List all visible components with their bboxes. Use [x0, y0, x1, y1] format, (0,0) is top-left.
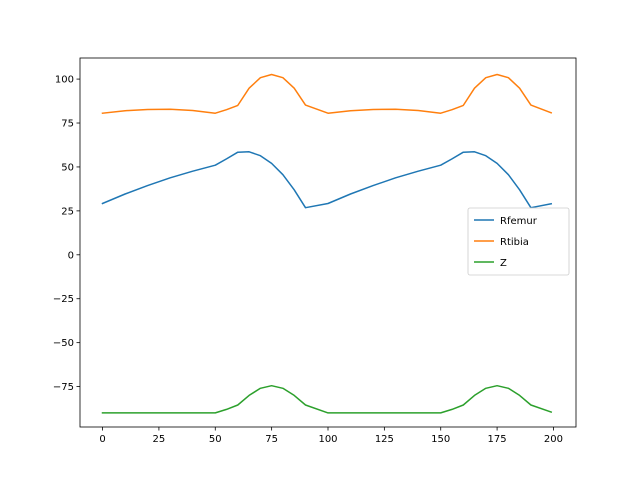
x-tick-label: 0	[99, 434, 105, 445]
x-tick-label: 175	[488, 434, 507, 445]
x-tick-label: 200	[544, 434, 563, 445]
x-tick-label: 25	[153, 434, 166, 445]
y-tick-label: 25	[61, 206, 74, 217]
x-tick-label: 50	[209, 434, 222, 445]
legend-label-rtibia: Rtibia	[500, 237, 529, 248]
x-axis: 0 25 50 75 100 125 150 175 200	[99, 427, 563, 445]
y-tick-label: −75	[53, 382, 74, 393]
y-tick-label: 100	[55, 75, 74, 86]
y-tick-label: −25	[53, 294, 74, 305]
x-tick-label: 125	[375, 434, 394, 445]
legend: Rfemur Rtibia Z	[467, 207, 570, 276]
series-line-rfemur	[101, 151, 553, 209]
series-line-z	[101, 384, 553, 414]
y-axis: −75 −50 −25 0 25 50 75 100	[53, 75, 80, 393]
x-tick-label: 100	[318, 434, 337, 445]
y-tick-label: 50	[61, 162, 74, 173]
x-tick-label: 75	[265, 434, 278, 445]
legend-label-rfemur: Rfemur	[500, 216, 538, 227]
series-line-rtibia	[101, 73, 553, 115]
y-tick-label: 75	[61, 119, 74, 130]
x-tick-label: 150	[431, 434, 450, 445]
legend-label-z: Z	[500, 258, 507, 269]
series-layer	[101, 73, 553, 414]
y-tick-label: −50	[53, 338, 74, 349]
legend-frame	[467, 207, 570, 276]
y-tick-label: 0	[68, 250, 74, 261]
